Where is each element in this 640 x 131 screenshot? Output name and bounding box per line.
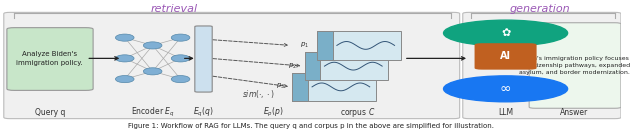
Text: $E_q(q)$: $E_q(q)$	[193, 106, 214, 119]
FancyBboxPatch shape	[4, 12, 460, 119]
Text: generation: generation	[510, 4, 571, 14]
Text: $E_p(p)$: $E_p(p)$	[263, 106, 284, 119]
Circle shape	[444, 76, 568, 102]
Text: Answer: Answer	[560, 108, 589, 117]
Text: Query q: Query q	[35, 108, 65, 117]
Text: $p_3$: $p_3$	[276, 82, 285, 91]
Ellipse shape	[172, 34, 190, 41]
Ellipse shape	[172, 55, 190, 62]
Text: $p_2$: $p_2$	[288, 62, 297, 71]
Text: AI: AI	[500, 51, 511, 61]
FancyBboxPatch shape	[317, 31, 401, 60]
FancyBboxPatch shape	[463, 12, 621, 119]
Text: retrieval: retrieval	[151, 4, 198, 14]
FancyBboxPatch shape	[292, 73, 308, 101]
Text: LLM: LLM	[498, 108, 513, 117]
Ellipse shape	[115, 34, 134, 41]
Text: Figure 1: Workflow of RAG for LLMs. The query q and corpus p in the above are si: Figure 1: Workflow of RAG for LLMs. The …	[128, 123, 494, 129]
Text: $sim(\cdot,\cdot)$: $sim(\cdot,\cdot)$	[242, 88, 275, 100]
FancyBboxPatch shape	[292, 73, 376, 101]
FancyBboxPatch shape	[529, 23, 621, 108]
FancyBboxPatch shape	[305, 52, 320, 80]
Text: ∞: ∞	[500, 82, 511, 96]
Ellipse shape	[143, 42, 162, 49]
Ellipse shape	[143, 68, 162, 75]
Text: Analyze Biden's
immigration policy.: Analyze Biden's immigration policy.	[17, 51, 83, 66]
Text: corpus $C$: corpus $C$	[340, 106, 375, 119]
FancyBboxPatch shape	[317, 31, 333, 60]
FancyBboxPatch shape	[195, 26, 212, 92]
Text: Encoder $E_q$: Encoder $E_q$	[131, 106, 175, 119]
Circle shape	[444, 20, 568, 46]
Text: ✿: ✿	[501, 28, 510, 38]
FancyBboxPatch shape	[305, 52, 388, 80]
Ellipse shape	[172, 76, 190, 83]
FancyBboxPatch shape	[475, 43, 536, 70]
Text: $p_1$: $p_1$	[301, 41, 310, 50]
Ellipse shape	[115, 76, 134, 83]
FancyBboxPatch shape	[7, 28, 93, 90]
Ellipse shape	[115, 55, 134, 62]
Text: Biden's immigration policy focuses
on citizenship pathways, expanded
asylum, and: Biden's immigration policy focuses on ci…	[519, 56, 630, 75]
